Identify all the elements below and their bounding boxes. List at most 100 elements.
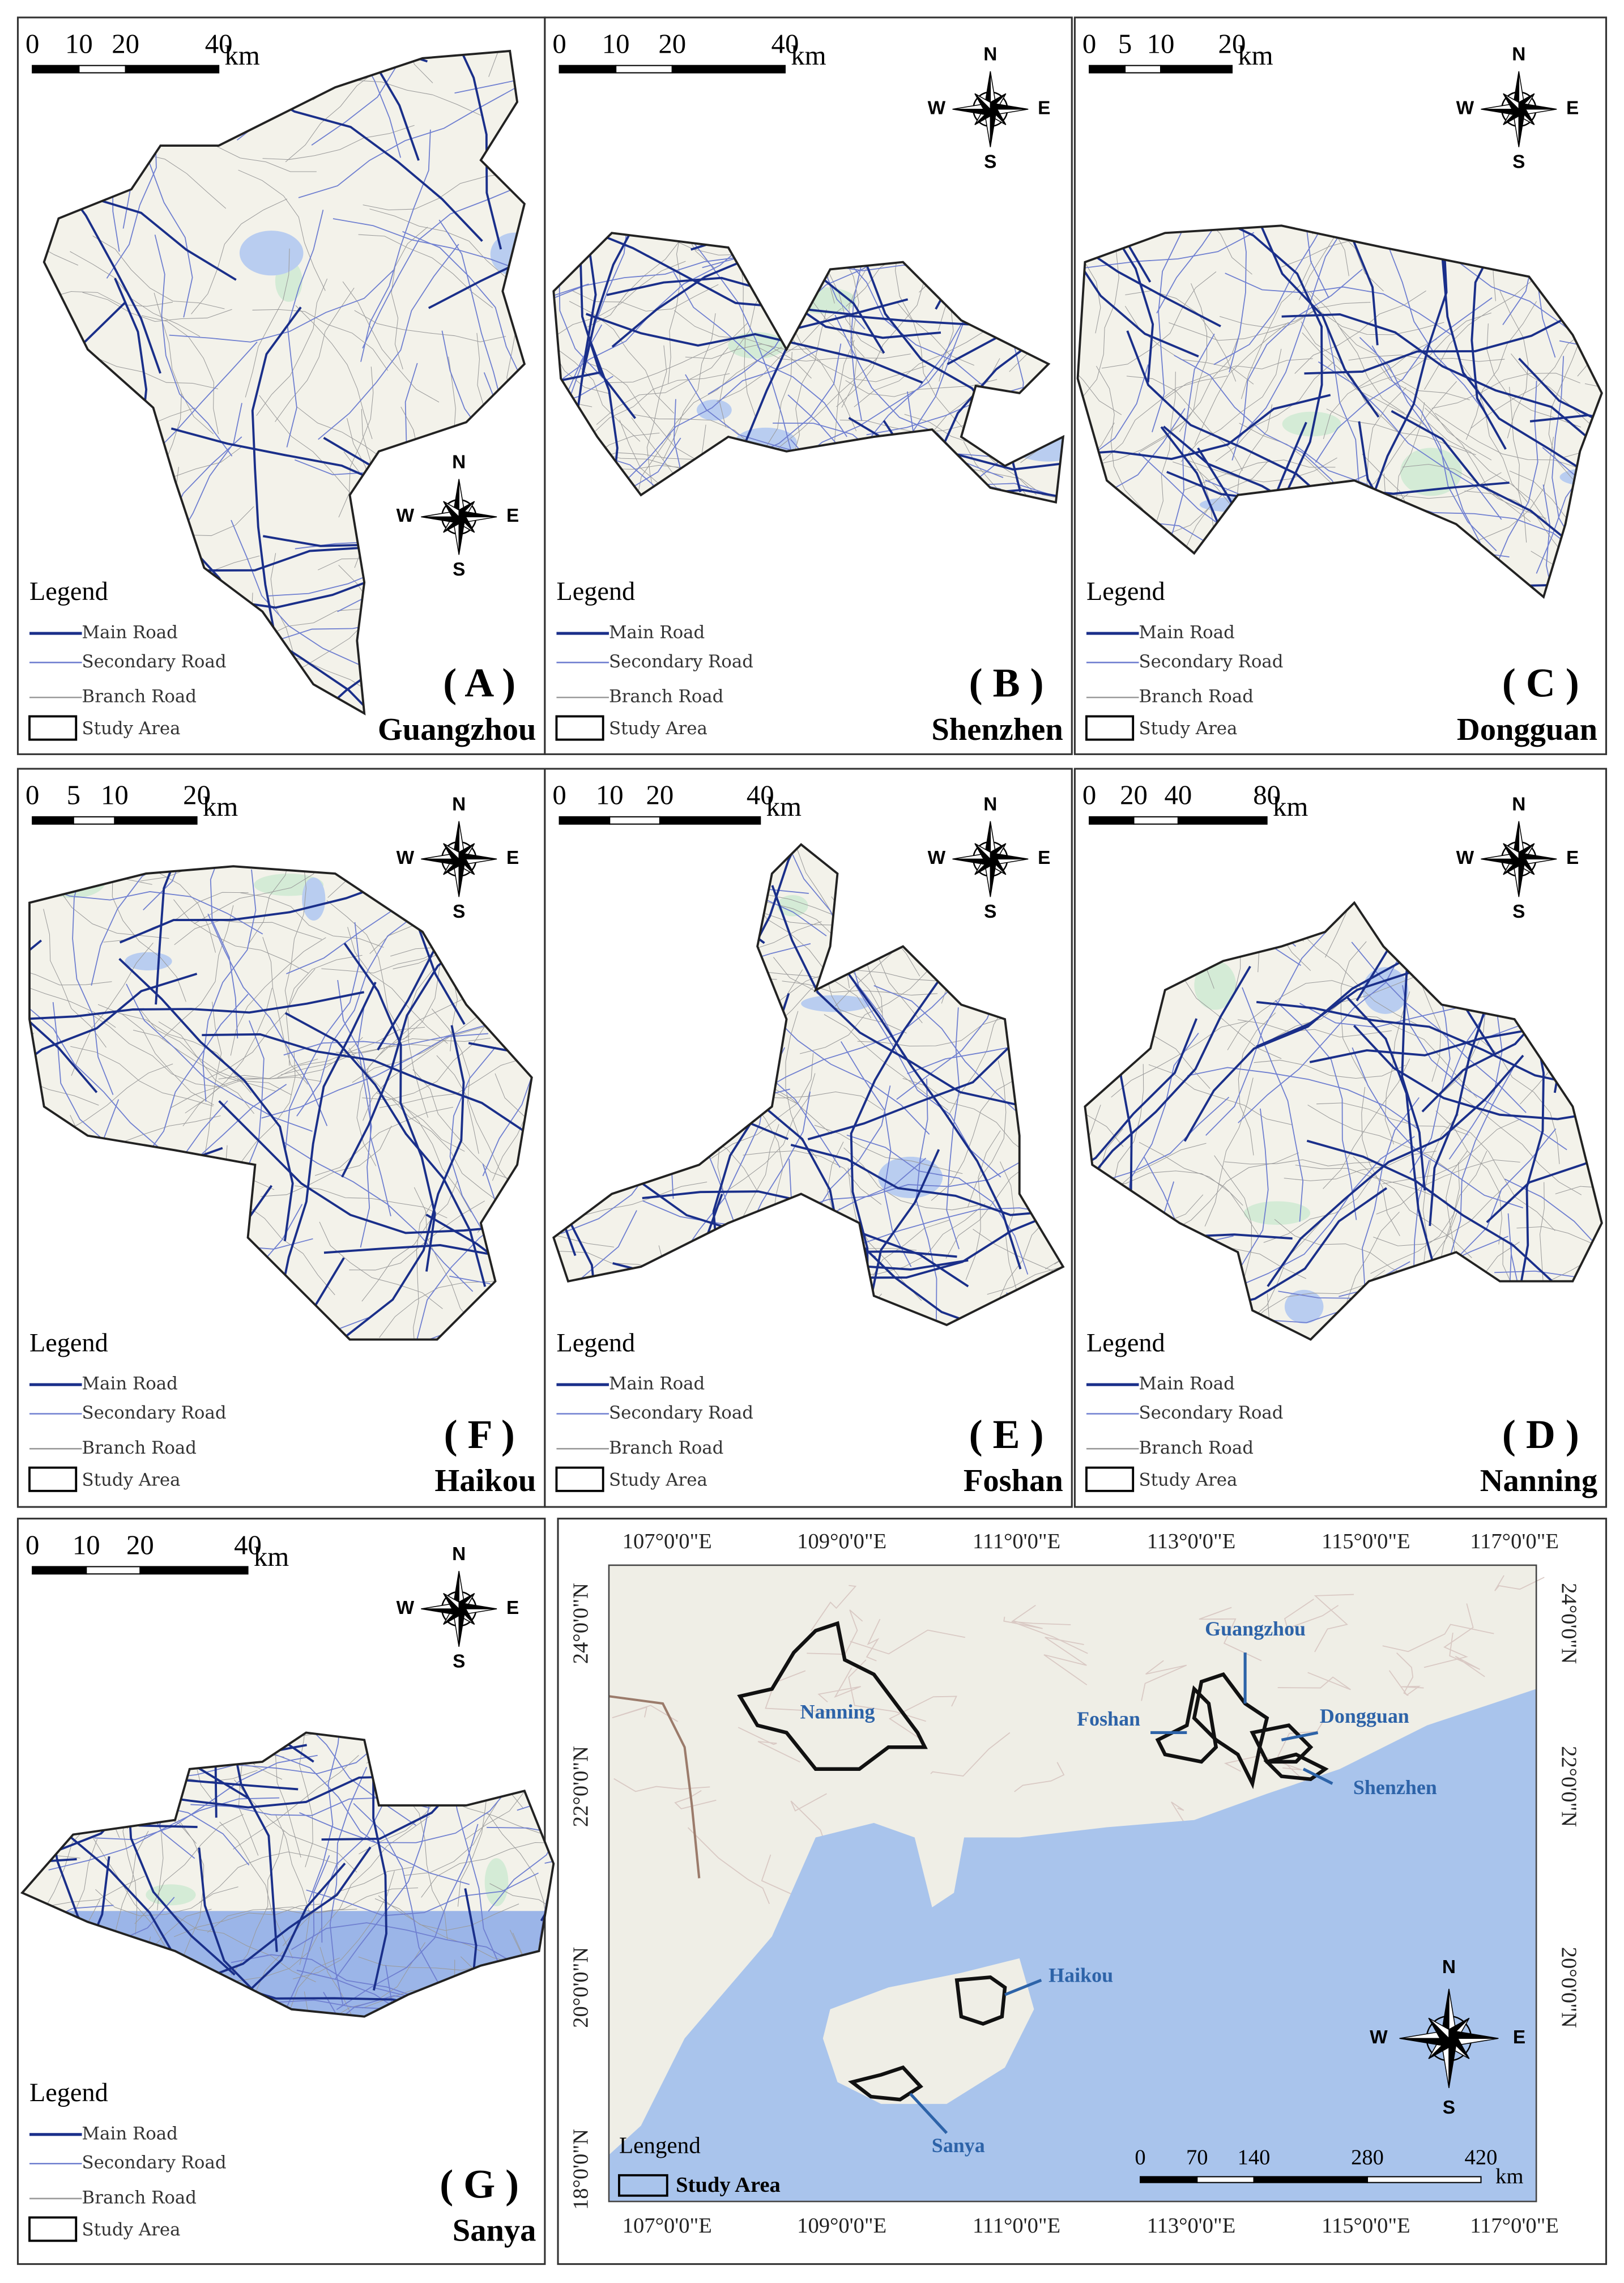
road [1427, 422, 1548, 522]
road [850, 233, 896, 421]
road [846, 1134, 1029, 1275]
green-area [239, 231, 304, 276]
road [240, 892, 384, 948]
road [673, 399, 761, 502]
boundary [1014, 1762, 1065, 1792]
road [1080, 252, 1119, 401]
road [343, 943, 436, 1272]
road [590, 373, 730, 436]
scale-label: 5 [1118, 28, 1132, 59]
road [620, 350, 819, 487]
road [1371, 345, 1497, 551]
road [1077, 225, 1221, 327]
road [627, 233, 715, 269]
scale-segment [73, 816, 116, 825]
road [44, 144, 79, 266]
compass-point [1503, 843, 1520, 861]
latitude-label: 18°0'0"N [569, 2129, 593, 2210]
boundary [817, 1667, 861, 1703]
road [284, 866, 306, 1017]
road [1424, 280, 1533, 390]
road [1256, 1000, 1592, 1089]
road [336, 1824, 479, 2011]
road [1238, 946, 1405, 1123]
legend-swatch [28, 715, 78, 741]
boundary [1003, 1604, 1043, 1629]
panel-label: ( F ) [444, 1412, 515, 1457]
road [963, 441, 1055, 502]
road [1214, 1155, 1252, 1300]
road [845, 379, 998, 397]
boundary [850, 1629, 966, 1655]
compass-e: E [1038, 847, 1050, 868]
road [1499, 291, 1529, 438]
longitude-label: 109°0'0"E [797, 1530, 886, 1553]
legend-item: Branch Road [1139, 1438, 1253, 1458]
road [436, 1055, 516, 1190]
road [1085, 1018, 1198, 1194]
compass: N S W E [397, 1544, 519, 1672]
road [1187, 1067, 1419, 1130]
road [819, 233, 859, 354]
green-area [1362, 967, 1409, 1014]
legend-swatch [28, 2216, 78, 2242]
boundary [1277, 1718, 1325, 1788]
compass-s: S [1443, 2097, 1455, 2118]
road [752, 897, 845, 1019]
city-name: Dongguan [1457, 712, 1597, 747]
longitude-label: 113°0'0"E [1147, 2214, 1236, 2238]
road [1238, 225, 1348, 439]
road [275, 1815, 310, 1965]
road [1169, 309, 1317, 341]
road [1174, 355, 1355, 515]
road [29, 966, 112, 986]
scale-segment [1253, 2176, 1369, 2183]
road [840, 1041, 912, 1267]
boundary [1043, 1637, 1088, 1685]
road [850, 981, 939, 1306]
road [560, 335, 619, 502]
road [757, 346, 911, 361]
legend-item: Branch Road [1139, 687, 1253, 707]
road [285, 955, 363, 1066]
road [378, 1895, 519, 1964]
road [87, 1011, 222, 1088]
road [29, 970, 116, 1028]
road [252, 309, 389, 371]
scale-segment [559, 65, 617, 74]
road [199, 1851, 339, 1903]
road [442, 50, 502, 250]
compass-w: W [397, 1598, 415, 1618]
compass-s: S [1512, 151, 1525, 172]
road [134, 1814, 244, 1924]
road [674, 310, 812, 379]
compass-point [1428, 2017, 1450, 2040]
road [416, 1156, 532, 1340]
boundary [1423, 1603, 1474, 1668]
road [1302, 225, 1329, 299]
compass-e: E [1566, 98, 1579, 119]
road [306, 1872, 539, 1916]
road [29, 1079, 99, 1106]
city-name: Nanning [1480, 1463, 1597, 1498]
road [553, 1192, 615, 1247]
road [792, 309, 827, 460]
road [275, 287, 355, 422]
compass: N S W E [1370, 1957, 1525, 2118]
road [553, 437, 681, 502]
road [1361, 1087, 1400, 1237]
road [1478, 1038, 1560, 1164]
road [996, 1193, 1063, 1305]
legend-swatch [1085, 1466, 1135, 1492]
boundary [807, 1609, 863, 1655]
legend-title: Legend [1086, 1328, 1165, 1357]
road [294, 1185, 447, 1219]
green-area [878, 1156, 943, 1198]
road [607, 322, 749, 384]
road [1447, 1122, 1555, 1231]
road [352, 1023, 497, 1083]
panel-label: ( D ) [1502, 1412, 1579, 1457]
green-area [302, 878, 326, 921]
road [374, 1898, 519, 1931]
